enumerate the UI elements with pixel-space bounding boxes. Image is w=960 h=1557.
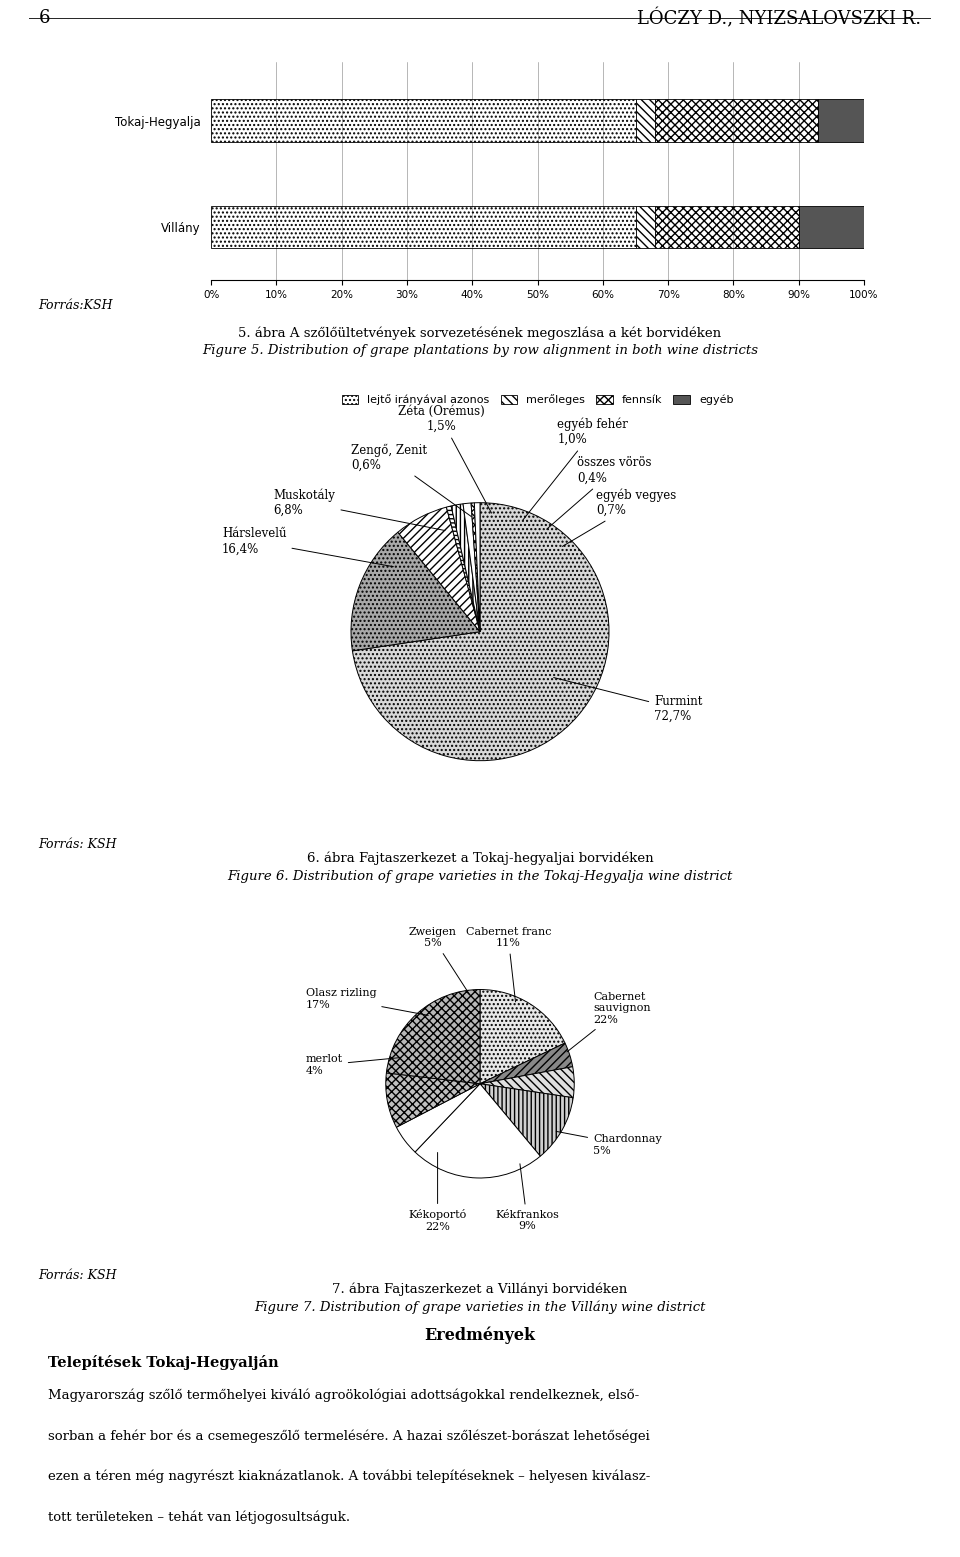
Text: Kékfrankos
9%: Kékfrankos 9%	[495, 1163, 559, 1232]
Wedge shape	[480, 1067, 574, 1098]
Wedge shape	[396, 1084, 480, 1152]
Wedge shape	[480, 990, 565, 1084]
Text: Figure 7. Distribution of grape varieties in the Villány wine district: Figure 7. Distribution of grape varietie…	[254, 1300, 706, 1314]
Text: ezen a téren még nagyrészt kiaknázatlanok. A további telepítéseknek – helyesen k: ezen a téren még nagyrészt kiaknázatlano…	[48, 1470, 650, 1484]
Text: Zweigen
5%: Zweigen 5%	[409, 926, 469, 993]
Text: Eredmények: Eredmények	[424, 1327, 536, 1344]
Bar	[211, 100, 636, 142]
Text: 5. ábra A szőlőültetvények sorvezetésének megoszlása a két borvidéken: 5. ábra A szőlőültetvények sorvezetéséne…	[238, 327, 722, 341]
Text: összes vörös
0,4%: összes vörös 0,4%	[546, 456, 651, 529]
Wedge shape	[480, 1043, 573, 1084]
Text: Hárslevelű
16,4%: Hárslevelű 16,4%	[222, 528, 394, 567]
Wedge shape	[386, 990, 480, 1084]
Wedge shape	[415, 1084, 540, 1179]
Wedge shape	[352, 503, 609, 761]
Text: Cabernet
sauvignon
22%: Cabernet sauvignon 22%	[567, 992, 651, 1053]
Text: egyéb vegyes
0,7%: egyéb vegyes 0,7%	[563, 489, 677, 547]
Text: LÓCZY D., NYIZSALOVSZKI R.: LÓCZY D., NYIZSALOVSZKI R.	[637, 9, 922, 28]
Bar	[799, 206, 864, 249]
Text: tott területeken – tehát van létjogosultságuk.: tott területeken – tehát van létjogosult…	[48, 1510, 350, 1524]
Legend: lejtő irányával azonos, merőleges, fennsík, egyéb: lejtő irányával azonos, merőleges, fenns…	[337, 389, 738, 409]
Text: Figure 5. Distribution of grape plantations by row alignment in both wine distri: Figure 5. Distribution of grape plantati…	[202, 344, 758, 357]
Text: Forrás: KSH: Forrás: KSH	[38, 838, 117, 850]
Text: egyéb fehér
1,0%: egyéb fehér 1,0%	[523, 417, 628, 520]
Wedge shape	[474, 503, 480, 632]
Text: Muskotály
6,8%: Muskotály 6,8%	[274, 489, 445, 531]
Bar	[636, 206, 655, 249]
Text: Furmint
72,7%: Furmint 72,7%	[554, 677, 703, 722]
Wedge shape	[351, 532, 480, 651]
Text: Figure 6. Distribution of grape varieties in the Tokaj-Hegyalja wine district: Figure 6. Distribution of grape varietie…	[228, 870, 732, 883]
Wedge shape	[397, 508, 480, 632]
Text: Chardonnay
5%: Chardonnay 5%	[556, 1132, 661, 1155]
Text: Telepítések Tokaj-Hegyalján: Telepítések Tokaj-Hegyalján	[48, 1355, 278, 1370]
Text: Magyarország szőlő termőhelyei kiváló agroökológiai adottságokkal rendelkeznek, : Magyarország szőlő termőhelyei kiváló ag…	[48, 1389, 639, 1403]
Bar	[655, 100, 818, 142]
Text: Forrás: KSH: Forrás: KSH	[38, 1269, 117, 1281]
Bar	[818, 100, 864, 142]
Text: sorban a fehér bor és a csemegeszőlő termelésére. A hazai szőlészet-borászat leh: sorban a fehér bor és a csemegeszőlő ter…	[48, 1429, 650, 1443]
Text: Cabernet franc
11%: Cabernet franc 11%	[466, 926, 551, 1001]
Bar	[636, 100, 655, 142]
Text: 6: 6	[38, 9, 50, 26]
Text: Kékoportó
22%: Kékoportó 22%	[408, 1152, 467, 1232]
Wedge shape	[463, 503, 480, 632]
Wedge shape	[446, 506, 480, 632]
Wedge shape	[386, 1073, 480, 1127]
Wedge shape	[480, 1084, 573, 1157]
Text: Olasz rizling
17%: Olasz rizling 17%	[305, 989, 428, 1015]
Bar	[655, 206, 799, 249]
Text: merlot
4%: merlot 4%	[305, 1054, 400, 1076]
Bar	[211, 206, 636, 249]
Text: Zengő, Zenit
0,6%: Zengő, Zenit 0,6%	[351, 444, 471, 517]
Wedge shape	[451, 504, 480, 632]
Text: 7. ábra Fajtaszerkezet a Villányi borvidéken: 7. ábra Fajtaszerkezet a Villányi borvid…	[332, 1283, 628, 1297]
Text: Forrás:KSH: Forrás:KSH	[38, 299, 113, 311]
Text: 6. ábra Fajtaszerkezet a Tokaj-hegyaljai borvidéken: 6. ábra Fajtaszerkezet a Tokaj-hegyaljai…	[306, 852, 654, 866]
Text: Zéta (Orémus)
1,5%: Zéta (Orémus) 1,5%	[398, 405, 492, 514]
Wedge shape	[471, 503, 480, 632]
